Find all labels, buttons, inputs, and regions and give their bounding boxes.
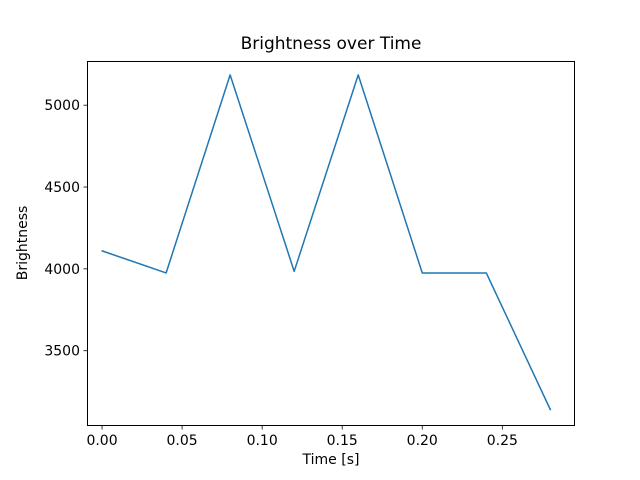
y-axis-label: Brightness <box>15 206 31 281</box>
y-tick-label: 5000 <box>44 98 80 114</box>
y-tick-label: 3500 <box>44 344 80 360</box>
data-line-series <box>101 74 552 411</box>
chart-title: Brightness over Time <box>241 34 422 54</box>
y-tick-label: 4500 <box>44 180 80 196</box>
x-tick-label: 0.20 <box>407 433 438 449</box>
x-tick-label: 0.25 <box>487 433 518 449</box>
x-axis-label: Time [s] <box>302 452 360 468</box>
x-tick-label: 0.05 <box>167 433 198 449</box>
plot-border <box>87 61 575 426</box>
x-tick-label: 0.00 <box>86 433 117 449</box>
x-tick-label: 0.10 <box>247 433 278 449</box>
x-tick-label: 0.15 <box>327 433 358 449</box>
y-tick-label: 4000 <box>44 262 80 278</box>
